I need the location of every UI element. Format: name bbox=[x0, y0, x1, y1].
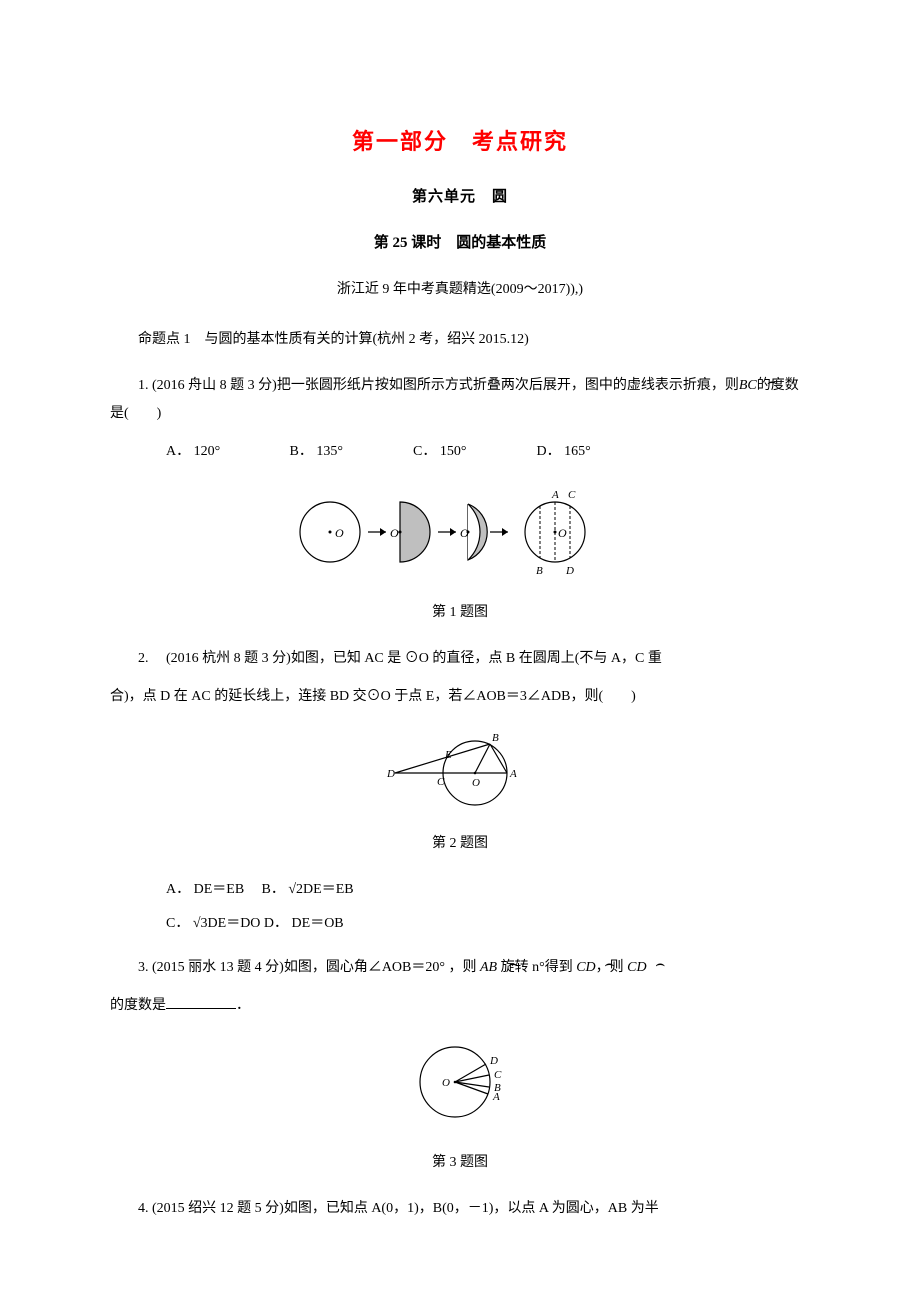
q2-opt-b-pre: B． bbox=[262, 882, 289, 897]
q2-label-b: B bbox=[492, 732, 499, 744]
q2-label-c: C bbox=[437, 776, 445, 788]
title-unit: 第六单元 圆 bbox=[110, 182, 810, 212]
q3-figure: O A B C D 第 3 题图 bbox=[110, 1032, 810, 1177]
q2-option-c: C． √3DE＝DO bbox=[138, 910, 260, 938]
q3-stem-line2: 的度数是 ． bbox=[110, 992, 810, 1020]
q1-option-c: C． 150° bbox=[385, 438, 505, 466]
q2-opt-b-post: DE＝EB bbox=[303, 882, 354, 897]
page: 第一部分 考点研究 第六单元 圆 第 25 课时 圆的基本性质 浙江近 9 年中… bbox=[0, 0, 920, 1293]
q3-line2-pre: 的度数是 bbox=[110, 998, 166, 1013]
q3-stem-pre: 3. (2015 丽水 13 题 4 分)如图，圆心角∠AOB＝20° ，则 bbox=[138, 960, 480, 975]
topic-1: 命题点 1 与圆的基本性质有关的计算(杭州 2 考，绍兴 2015.12) bbox=[110, 326, 810, 354]
q3-label-o: O bbox=[442, 1077, 450, 1089]
q2-svg: O A B C D E bbox=[375, 723, 545, 813]
q2-opt-c-sqrt: √3 bbox=[193, 916, 208, 931]
q3-arc-cd-2: CD bbox=[627, 960, 646, 975]
q2-label-e: E bbox=[444, 749, 452, 761]
q3-label-b: B bbox=[494, 1082, 501, 1094]
q3-label-d: D bbox=[489, 1055, 498, 1067]
q2-figure: O A B C D E 第 2 题图 bbox=[110, 723, 810, 858]
q2-options: A． DE＝EB B． √2DE＝EB C． √3DE＝DO D． DE＝OB bbox=[110, 876, 810, 938]
q2-label-d: D bbox=[386, 768, 395, 780]
q1-figure: O O O O A C bbox=[110, 482, 810, 627]
title-lesson: 第 25 课时 圆的基本性质 bbox=[110, 228, 810, 258]
q4-stem: 4. (2015 绍兴 12 题 5 分)如图，已知点 A(0，1)，B(0，－… bbox=[110, 1195, 810, 1223]
q2-option-d: D． DE＝OB bbox=[264, 916, 344, 931]
q3-arc-ab: AB bbox=[480, 960, 497, 975]
title-main: 第一部分 考点研究 bbox=[110, 120, 810, 164]
q3-label-c: C bbox=[494, 1069, 502, 1081]
q3-caption: 第 3 题图 bbox=[110, 1149, 810, 1177]
q1-label-c: C bbox=[568, 489, 576, 501]
q1-option-a: A． 120° bbox=[138, 438, 258, 466]
q1-label-o1: O bbox=[335, 526, 344, 540]
q3-stem-line1: 3. (2015 丽水 13 题 4 分)如图，圆心角∠AOB＝20° ，则 A… bbox=[110, 954, 810, 982]
q3-blank bbox=[166, 995, 236, 1009]
q1-stem-prefix: 1. (2016 舟山 8 题 3 分)把一张圆形纸片按如图所示方式折叠两次后展… bbox=[138, 378, 739, 393]
q2-opt-c-post: DE＝DO bbox=[208, 916, 261, 931]
q1-label-b: B bbox=[536, 565, 543, 577]
q2-option-b: B． √2DE＝EB bbox=[262, 882, 354, 897]
q1-option-d: D． 165° bbox=[509, 438, 629, 466]
q2-caption: 第 2 题图 bbox=[110, 830, 810, 858]
q2-stem2-text: 合)，点 D 在 AC 的延长线上，连接 BD 交⊙O 于点 E，若∠AOB＝3… bbox=[110, 689, 636, 704]
q1-label-d: D bbox=[565, 565, 574, 577]
reference-line: 浙江近 9 年中考真题精选(2009～2017)),) bbox=[110, 276, 810, 304]
q2-stem1-text: 2. (2016 杭州 8 题 3 分)如图，已知 AC 是 ⊙O 的直径，点 … bbox=[138, 651, 662, 666]
q1-label-o4: O bbox=[558, 526, 567, 540]
q1-options: A． 120° B． 135° C． 150° D． 165° bbox=[110, 438, 810, 466]
q1-stem: 1. (2016 舟山 8 题 3 分)把一张圆形纸片按如图所示方式折叠两次后展… bbox=[110, 372, 810, 428]
q1-label-o3: O bbox=[460, 526, 469, 540]
q1-label-o2: O bbox=[390, 526, 399, 540]
q1-option-b: B． 135° bbox=[262, 438, 382, 466]
q2-opt-c-pre: C． bbox=[166, 916, 193, 931]
q3-line2-post: ． bbox=[236, 998, 250, 1013]
q1-caption: 第 1 题图 bbox=[110, 599, 810, 627]
q2-opt-b-sqrt: √2 bbox=[288, 882, 303, 897]
q3-svg: O A B C D bbox=[400, 1032, 520, 1132]
q2-label-a: A bbox=[509, 768, 517, 780]
q2-stem-line1: 2. (2016 杭州 8 题 3 分)如图，已知 AC 是 ⊙O 的直径，点 … bbox=[110, 645, 810, 673]
q1-svg: O O O O A C bbox=[290, 482, 630, 582]
q2-option-a: A． DE＝EB bbox=[138, 876, 258, 904]
q2-stem-line2: 合)，点 D 在 AC 的延长线上，连接 BD 交⊙O 于点 E，若∠AOB＝3… bbox=[110, 683, 810, 711]
q2-label-o: O bbox=[472, 777, 480, 789]
q3-arc-cd-1: CD bbox=[576, 960, 595, 975]
q1-arc-bc: BC bbox=[739, 378, 757, 393]
q1-label-a: A bbox=[551, 489, 559, 501]
